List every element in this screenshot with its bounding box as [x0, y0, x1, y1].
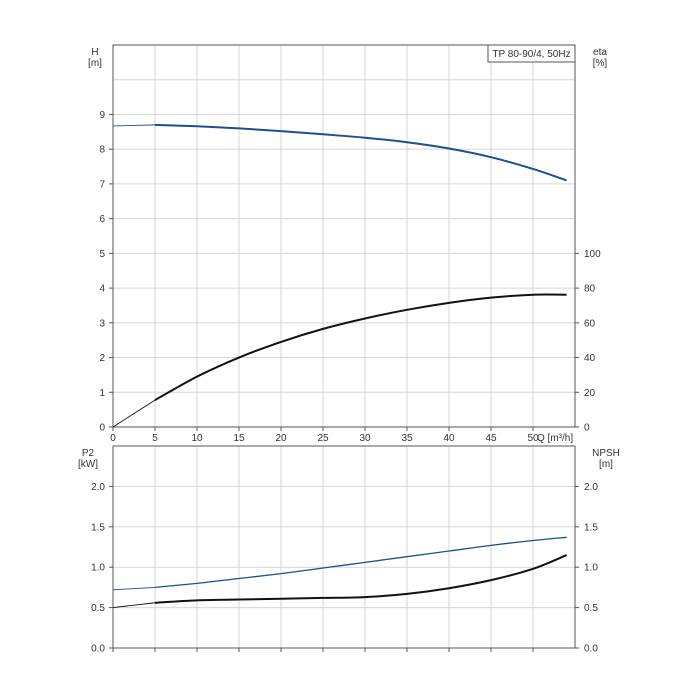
x-tick-label: 30 [359, 433, 371, 444]
eta-tick-label: 40 [584, 353, 596, 364]
bottom-grid [113, 446, 575, 648]
head-tick-label: 7 [99, 179, 105, 190]
x-tick-label: 10 [191, 433, 203, 444]
top-right-ticks: 0 20 40 60 80 100 [575, 249, 601, 434]
x-tick-label: 25 [317, 433, 329, 444]
eta-tick-label: 80 [584, 284, 596, 295]
x-tick-label: 40 [443, 433, 455, 444]
eta-tick-label: 100 [584, 249, 601, 260]
x-tick-label: 0 [110, 433, 116, 444]
npsh-tick-label: 1.0 [584, 563, 598, 574]
efficiency-axis-unit: [%] [593, 58, 608, 69]
efficiency-curve-extension [112, 399, 156, 428]
head-tick-label: 8 [99, 145, 105, 156]
efficiency-curve [154, 293, 567, 401]
head-curve [154, 123, 567, 182]
power-tick-label: 1.5 [91, 522, 105, 533]
x-tick-label: 5 [152, 433, 158, 444]
power-tick-label: 0.0 [91, 644, 105, 655]
power-npsh-panel: 0.00.51.01.52.0 0.00.51.01.52.0 P2 [kW] … [78, 445, 620, 655]
power-axis-unit: [kW] [78, 459, 98, 470]
power-curve-extension [112, 586, 156, 591]
top-series [112, 123, 567, 428]
top-plot-frame [112, 44, 576, 428]
npsh-tick-label: 0.0 [584, 644, 598, 655]
bottom-series [112, 536, 567, 609]
head-tick-label: 4 [99, 284, 105, 295]
bottom-right-ticks: 0.0 0.5 1.0 1.5 2.0 [575, 482, 598, 655]
head-curve-extension [112, 124, 156, 127]
npsh-tick-label: 1.5 [584, 522, 598, 533]
chart-title: TP 80-90/4, 50Hz [492, 49, 570, 60]
x-tick-label: 45 [485, 433, 497, 444]
efficiency-axis-label: eta [593, 47, 607, 58]
x-tick-label: 35 [401, 433, 413, 444]
x-tick-label: 15 [233, 433, 245, 444]
npsh-tick-label: 0.5 [584, 603, 598, 614]
head-tick-label: 0 [99, 423, 105, 434]
x-tick-label: 20 [275, 433, 287, 444]
npsh-curve-extension [112, 602, 156, 609]
top-left-ticks: 0 1 2 3 4 5 6 7 8 9 [99, 110, 113, 434]
eta-tick-label: 60 [584, 318, 596, 329]
bottom-left-ticks: 0.0 0.5 1.0 1.5 2.0 [91, 482, 113, 655]
head-tick-label: 1 [99, 388, 105, 399]
bottom-plot-frame [112, 445, 576, 649]
head-tick-label: 2 [99, 353, 105, 364]
power-tick-label: 2.0 [91, 482, 105, 493]
power-curve [154, 536, 567, 589]
eta-tick-label: 0 [584, 423, 590, 434]
eta-tick-label: 20 [584, 388, 596, 399]
title-box [487, 44, 576, 63]
flow-axis-label: Q [m³/h] [537, 433, 573, 444]
x-tick-label: 50 [527, 433, 539, 444]
head-tick-label: 5 [99, 249, 105, 260]
npsh-tick-label: 2.0 [584, 482, 598, 493]
top-grid [113, 45, 575, 427]
head-axis-unit: [m] [88, 58, 102, 69]
power-axis-label: P2 [82, 448, 95, 459]
top-x-ticks: 0 5 10 15 20 25 30 35 40 45 50 [110, 427, 539, 652]
head-tick-label: 6 [99, 214, 105, 225]
npsh-curve [154, 554, 567, 604]
power-tick-label: 0.5 [91, 603, 105, 614]
npsh-axis-unit: [m] [599, 459, 613, 470]
head-axis-label: H [91, 47, 98, 58]
power-tick-label: 1.0 [91, 563, 105, 574]
npsh-axis-label: NPSH [592, 448, 620, 459]
head-tick-label: 3 [99, 318, 105, 329]
head-tick-label: 9 [99, 110, 105, 121]
